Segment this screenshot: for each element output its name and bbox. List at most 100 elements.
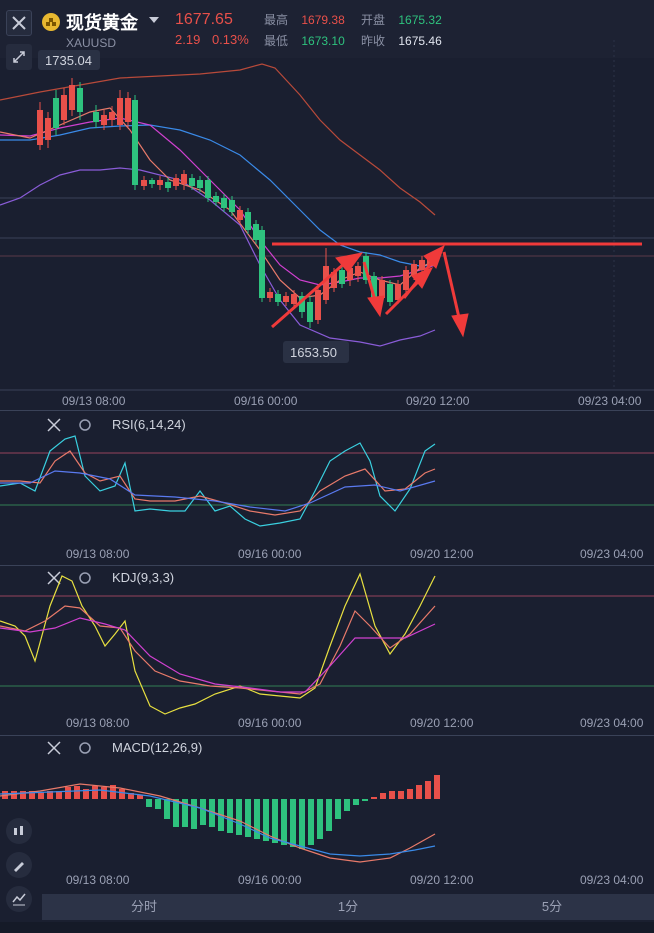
- kdj-panel: KDJ(9,3,3) 09/13 08:00 09/16 00:00 09/20…: [0, 565, 654, 735]
- main-chart-panel[interactable]: 1735.04 1653.50 09/13 08:00 09/16 00:00 …: [0, 40, 654, 410]
- macd-bar: [425, 781, 431, 799]
- macd-bar: [173, 799, 179, 827]
- close-button[interactable]: [6, 10, 32, 36]
- candle-body: [221, 198, 227, 208]
- macd-bar: [371, 797, 377, 799]
- chevron-down-icon[interactable]: [149, 17, 159, 23]
- macd-bar: [38, 792, 44, 799]
- macd-bar: [254, 799, 260, 839]
- tab-timeshare[interactable]: 分时: [130, 899, 157, 914]
- macd-bar: [263, 799, 269, 841]
- macd-bar: [74, 786, 80, 799]
- arrow-down-2: [442, 251, 462, 323]
- draw-button[interactable]: [6, 852, 32, 878]
- high-marker: 1735.04: [45, 53, 92, 68]
- bottom-bar: [0, 922, 654, 933]
- close-icon: [47, 571, 61, 585]
- candle-body: [101, 115, 107, 125]
- x-label-4: 09/23 04:00: [580, 716, 644, 730]
- candle-body: [419, 260, 425, 270]
- change-value: 2.19: [175, 32, 201, 47]
- high-marker-box: [38, 50, 100, 70]
- tab-1min[interactable]: 1分: [337, 899, 359, 914]
- candle-body: [339, 270, 345, 284]
- draw-icon: [14, 862, 24, 872]
- arrowhead: [335, 252, 364, 273]
- macd-dea-line: [0, 789, 436, 857]
- candle-body: [355, 266, 361, 276]
- candles-button[interactable]: [6, 818, 32, 844]
- candle-body: [299, 296, 305, 312]
- macd-bar: [407, 789, 413, 799]
- rsi14-line: [0, 450, 436, 516]
- change-percent: 0.13%: [211, 32, 249, 47]
- candle-body: [69, 85, 75, 110]
- x-label-3: 09/20 12:00: [410, 716, 474, 730]
- macd-bar: [353, 799, 359, 805]
- macd-canvas: MACD(12,26,9) 09/13 08:00 09/16 00:00 09…: [0, 740, 644, 887]
- candle-body: [245, 212, 251, 230]
- macd-bar: [299, 799, 305, 849]
- arrowhead: [367, 295, 385, 318]
- macd-bar: [137, 795, 143, 799]
- candle-body: [403, 270, 409, 290]
- collapse-icon: [13, 51, 25, 63]
- candle-body: [132, 100, 138, 185]
- candle-body: [173, 178, 179, 186]
- macd-bar: [11, 791, 17, 799]
- macd-bar: [128, 793, 134, 799]
- arrow-up-1: [271, 260, 347, 329]
- collapse-button[interactable]: [6, 44, 32, 70]
- macd-bar: [344, 799, 350, 811]
- x-label-3: 09/20 12:00: [406, 394, 470, 408]
- macd-bar: [155, 799, 161, 809]
- rsi24-line: [0, 470, 436, 512]
- kdj-canvas: KDJ(9,3,3) 09/13 08:00 09/16 00:00 09/20…: [0, 570, 654, 730]
- macd-bar: [227, 799, 233, 833]
- macd-bar: [326, 799, 332, 831]
- open-value: 1675.32: [398, 13, 442, 27]
- candle-body: [53, 98, 59, 128]
- boll-lower-line: [0, 167, 436, 347]
- macd-bar: [290, 799, 296, 847]
- trend-arrows: [271, 244, 469, 338]
- candle-body: [45, 118, 51, 140]
- candle-body: [149, 180, 155, 184]
- main-chart-canvas[interactable]: 1735.04 1653.50 09/13 08:00 09/16 00:00 …: [0, 40, 654, 410]
- candle-body: [315, 290, 321, 320]
- candle-body: [93, 112, 99, 122]
- open-stat: 开盘 1675.32: [361, 11, 442, 28]
- low-value: 1673.10: [301, 34, 345, 48]
- rsi6-line: [0, 435, 436, 527]
- macd-dif-line: [0, 783, 436, 863]
- x-label-2: 09/16 00:00: [238, 716, 302, 730]
- instrument-title[interactable]: 现货黄金: [66, 13, 138, 33]
- timeframe-tabs: 分时 1分 5分: [42, 894, 654, 920]
- macd-bar: [83, 789, 89, 799]
- price-change: 2.19 0.13%: [175, 32, 249, 47]
- prev-close-stat: 昨收 1675.46: [361, 32, 442, 49]
- prev-close-label: 昨收: [361, 34, 386, 48]
- x-label-1: 09/13 08:00: [62, 394, 126, 408]
- low-label: 最低: [264, 34, 289, 48]
- x-label-2: 09/16 00:00: [238, 547, 302, 561]
- candle-body: [77, 88, 83, 112]
- indicator-button[interactable]: [6, 886, 32, 912]
- candle-body: [237, 210, 243, 220]
- last-price: 1677.65: [175, 11, 233, 28]
- macd-bar: [236, 799, 242, 835]
- x-label-2: 09/16 00:00: [234, 394, 298, 408]
- x-label-4: 09/23 04:00: [578, 394, 642, 408]
- macd-bar: [317, 799, 323, 839]
- x-label-1: 09/13 08:00: [66, 873, 130, 887]
- arrow-up-3: [402, 261, 434, 299]
- tab-5min[interactable]: 5分: [541, 899, 563, 914]
- macd-bar: [245, 799, 251, 837]
- candle-body: [379, 280, 385, 298]
- ma-blue-line: [0, 124, 436, 267]
- prev-close-value: 1675.46: [398, 34, 442, 48]
- indicator-icon: [12, 893, 26, 906]
- rsi-label: RSI(6,14,24): [112, 417, 186, 432]
- arrowhead: [423, 244, 445, 269]
- macd-bar: [182, 799, 188, 827]
